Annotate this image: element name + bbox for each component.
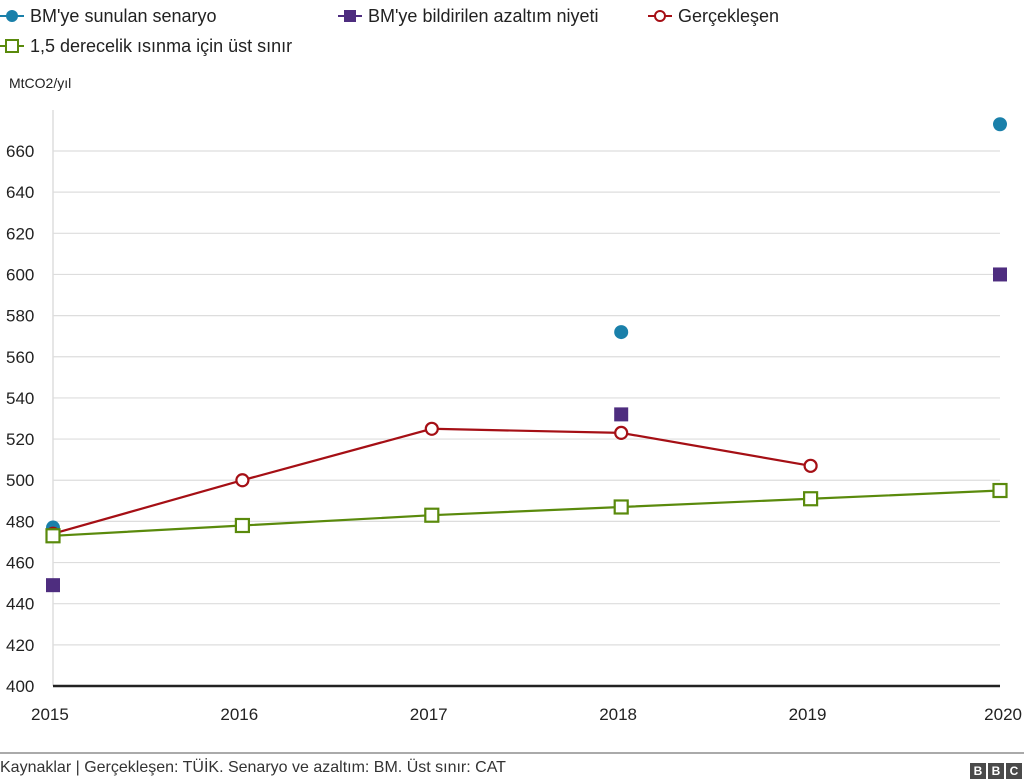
data-point xyxy=(992,482,1008,499)
legend-item-upper-limit: 1,5 derecelik ısınma için üst sınır xyxy=(0,33,292,59)
data-point xyxy=(234,517,250,534)
data-point xyxy=(46,578,60,593)
gridlines xyxy=(52,110,1000,688)
data-point xyxy=(803,458,818,473)
y-tick-label: 640 xyxy=(6,183,34,202)
chart-legend: BM'ye sunulan senaryo BM'ye bildirilen a… xyxy=(0,0,1024,70)
series-3 xyxy=(45,482,1008,544)
y-tick-label: 520 xyxy=(6,430,34,449)
legend-item-intent: BM'ye bildirilen azaltım niyeti xyxy=(338,3,599,29)
y-tick-label: 440 xyxy=(6,595,34,614)
data-point xyxy=(424,421,439,436)
y-tick-label: 500 xyxy=(6,471,34,490)
x-axis-ticks: 2015 2016 2017 2018 2019 2020 xyxy=(31,705,1022,724)
logo-letter: B xyxy=(970,763,986,779)
legend-square-open-icon xyxy=(0,39,24,53)
legend-circle-filled-icon xyxy=(0,10,24,22)
data-point xyxy=(424,507,440,523)
x-tick-label: 2016 xyxy=(220,705,258,724)
x-tick-label: 2019 xyxy=(789,705,827,724)
data-point xyxy=(613,499,629,515)
y-axis-ticks: 400 420 440 460 480 500 520 540 560 580 600 620 640 6… xyxy=(6,142,34,696)
bbc-logo: B B C xyxy=(970,763,1022,779)
data-point xyxy=(235,473,250,488)
y-tick-label: 560 xyxy=(6,348,34,367)
x-tick-label: 2015 xyxy=(31,705,69,724)
data-point xyxy=(45,528,61,544)
legend-circle-open-icon xyxy=(648,10,672,22)
legend-label: BM'ye bildirilen azaltım niyeti xyxy=(368,5,599,26)
source-note: Kaynaklar | Gerçekleşen: TÜİK. Senaryo v… xyxy=(0,759,506,776)
legend-item-actual: Gerçekleşen xyxy=(648,3,779,29)
y-tick-label: 620 xyxy=(6,224,34,243)
data-point xyxy=(802,491,819,507)
series-line xyxy=(52,489,1001,537)
y-tick-label: 660 xyxy=(6,142,34,161)
y-tick-label: 460 xyxy=(6,554,34,573)
data-point xyxy=(993,117,1007,132)
y-tick-label: 420 xyxy=(6,636,34,655)
y-tick-label: 480 xyxy=(6,512,34,531)
series-0 xyxy=(46,117,1007,535)
legend-label: Gerçekleşen xyxy=(678,5,780,26)
y-tick-label: 580 xyxy=(6,307,34,326)
y-tick-label: 400 xyxy=(6,677,34,696)
logo-letter: B xyxy=(988,763,1004,779)
legend-square-filled-icon xyxy=(338,10,362,22)
legend-label: 1,5 derecelik ısınma için üst sınır xyxy=(30,35,293,56)
series-1 xyxy=(46,267,1007,593)
data-point xyxy=(614,325,629,340)
x-tick-label: 2017 xyxy=(410,705,448,724)
y-axis-unit-label: MtCO2/yıl xyxy=(9,75,72,91)
y-tick-label: 600 xyxy=(6,265,34,284)
data-point xyxy=(993,267,1007,282)
data-point xyxy=(614,425,629,441)
y-tick-label: 540 xyxy=(6,389,34,408)
legend-item-scenario: BM'ye sunulan senaryo xyxy=(0,3,217,29)
line-chart: 400 420 440 460 480 500 520 540 560 580 600 620 640 6… xyxy=(6,110,1022,724)
data-point xyxy=(614,407,629,422)
footer-divider xyxy=(0,752,1024,754)
legend-label: BM'ye sunulan senaryo xyxy=(30,5,217,26)
x-tick-label: 2018 xyxy=(599,705,637,724)
series-layer xyxy=(45,117,1008,593)
logo-letter: C xyxy=(1006,763,1022,779)
x-tick-label: 2020 xyxy=(984,705,1022,724)
